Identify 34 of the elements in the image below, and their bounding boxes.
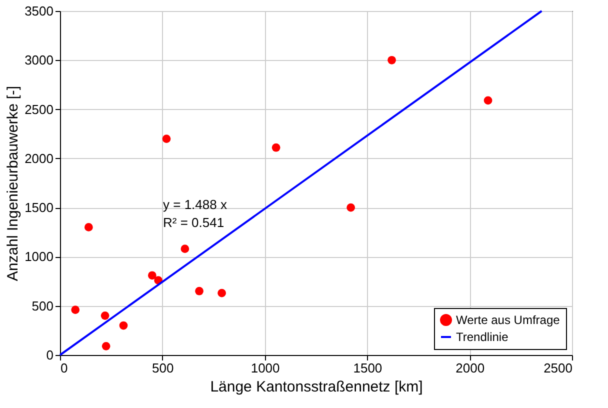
y-tick-label: 0 xyxy=(46,348,54,362)
point xyxy=(484,96,492,105)
point xyxy=(71,306,80,314)
y-tick-label: 1500 xyxy=(24,200,54,216)
x-tick-label: 1500 xyxy=(353,360,382,376)
y-tick-label: 2500 xyxy=(24,102,54,117)
annotation: y = 1.488 x xyxy=(163,197,228,212)
point xyxy=(195,286,204,296)
x-tick-label: 2000 xyxy=(456,360,485,376)
x-tick-label: 2500 xyxy=(544,360,572,376)
y-tick-label: 500 xyxy=(32,298,54,314)
point xyxy=(388,56,396,64)
x-tick-label: 500 xyxy=(152,360,174,376)
y-axis-title: Anzahl Ingenieurbauwerke [-] xyxy=(4,86,22,282)
point xyxy=(272,143,280,152)
legend-label: Werte aus Umfrage xyxy=(456,313,560,327)
point xyxy=(218,288,226,298)
point xyxy=(180,244,190,254)
point xyxy=(100,312,110,320)
y-tick-label: 2000 xyxy=(24,150,54,166)
point xyxy=(148,271,156,280)
point xyxy=(119,321,128,330)
annotation: R² = 0.541 xyxy=(163,215,224,230)
y-tick-label: 3500 xyxy=(24,4,54,18)
point xyxy=(346,203,355,212)
x-tick-label: 0 xyxy=(60,360,68,376)
point xyxy=(102,342,110,350)
y-tick-label: 1000 xyxy=(24,249,54,264)
legend-label: Trendlinie xyxy=(456,330,509,344)
point xyxy=(84,223,93,232)
point xyxy=(162,134,171,143)
x-tick-label: 1000 xyxy=(250,360,280,376)
y-tick-label: 3000 xyxy=(24,52,54,68)
x-axis-title: Länge Kantonsstraßennetz [km] xyxy=(210,378,423,396)
